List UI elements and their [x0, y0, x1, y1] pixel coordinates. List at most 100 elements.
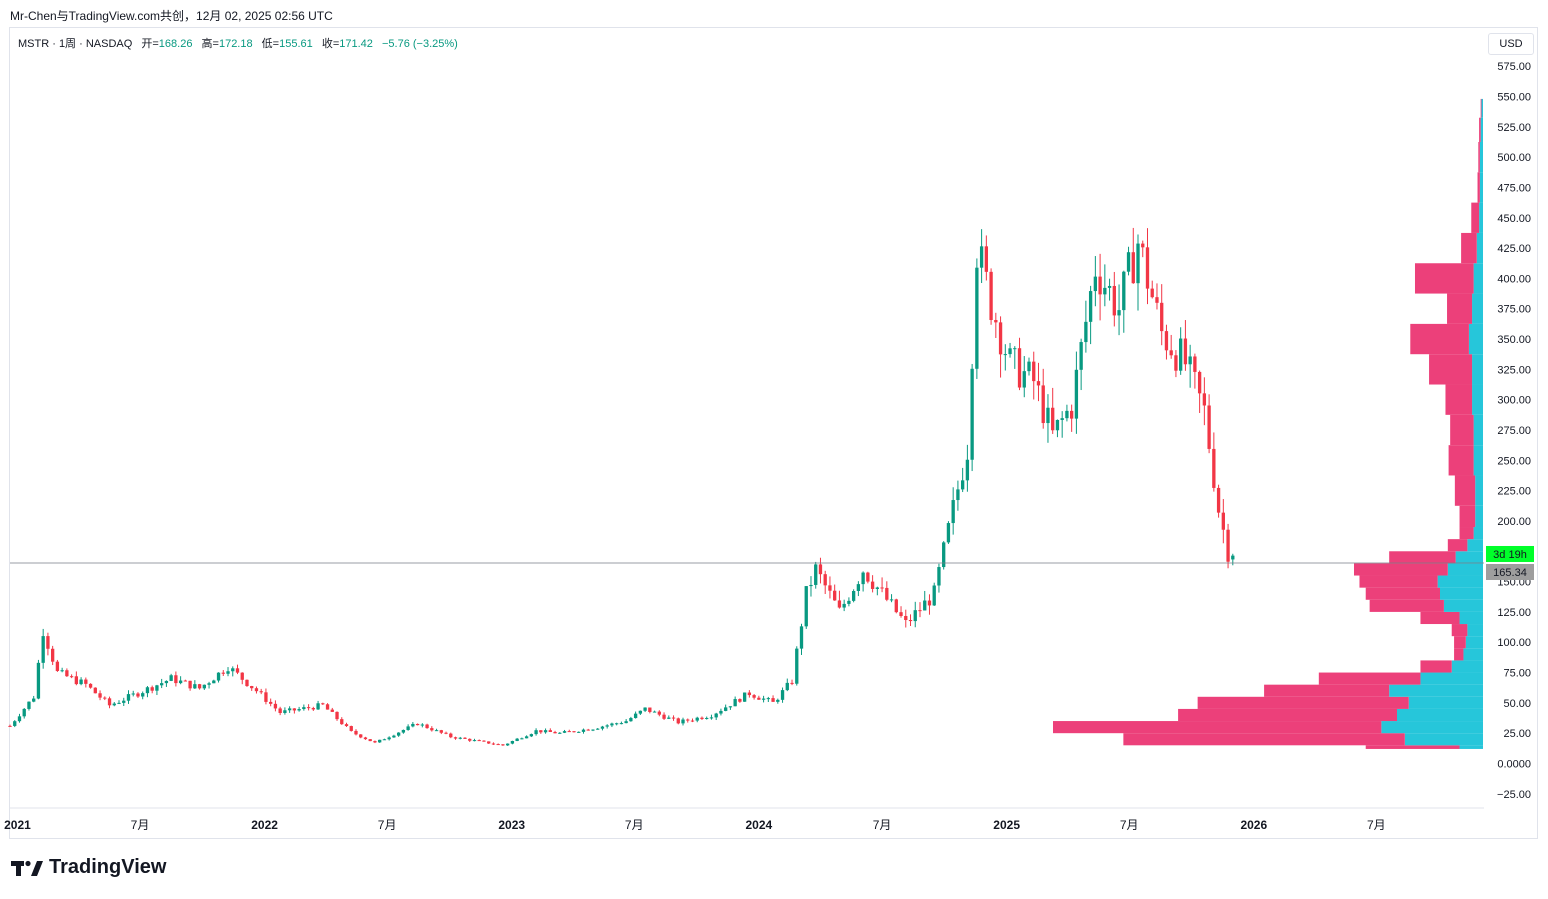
candle-body — [32, 698, 36, 702]
candle-body — [1141, 243, 1145, 248]
candle-body — [411, 723, 415, 727]
candle-body — [354, 730, 358, 735]
volume-profile-up-bar — [1443, 599, 1483, 612]
candle-body — [638, 710, 643, 714]
candle-body — [918, 610, 922, 612]
candle-body — [472, 740, 477, 742]
volume-profile-down-bar — [1420, 660, 1452, 673]
candle-body — [728, 706, 733, 708]
x-tick-label: 7月 — [1120, 818, 1139, 832]
candle-body — [359, 734, 363, 738]
tradingview-logo[interactable]: TradingView — [11, 856, 166, 879]
candle-body — [1008, 348, 1012, 355]
candle-body — [633, 713, 638, 719]
candle-body — [1032, 361, 1036, 382]
candle-body — [1179, 338, 1183, 371]
candle-body — [13, 721, 17, 726]
y-tick-label: −25.00 — [1497, 789, 1531, 801]
candle-body — [624, 721, 628, 724]
candle-body — [1003, 354, 1007, 356]
candle-body — [1188, 356, 1192, 365]
candle-body — [216, 672, 221, 681]
currency-button[interactable]: USD — [1488, 33, 1534, 55]
candle-body — [183, 680, 188, 682]
candle-body — [780, 690, 785, 700]
candle-body — [69, 676, 74, 678]
close-value: 171.42 — [339, 38, 373, 50]
price-badge-bg — [1486, 563, 1534, 580]
candle-body — [420, 724, 424, 726]
candle-body — [1117, 310, 1121, 316]
candle-body — [1079, 342, 1083, 370]
candle-body — [577, 731, 581, 733]
candle-body — [60, 670, 64, 672]
candle-body — [866, 572, 870, 582]
y-tick-label: 300.00 — [1497, 395, 1531, 407]
volume-profile-up-bar — [1472, 293, 1483, 324]
y-tick-label: 325.00 — [1497, 364, 1531, 376]
y-tick-label: 550.00 — [1497, 92, 1531, 104]
volume-profile-down-bar — [1354, 563, 1448, 576]
candle-body — [970, 368, 974, 460]
candle-body — [1169, 350, 1173, 356]
candle-body — [700, 717, 704, 719]
candle-body — [50, 648, 55, 662]
candle-body — [629, 718, 633, 722]
candle-body — [1212, 448, 1216, 488]
candle-body — [1022, 371, 1026, 388]
candle-body — [1112, 285, 1116, 316]
candle-body — [562, 731, 567, 733]
symbol-label[interactable]: MSTR · 1周 · NASDAQ — [18, 38, 133, 50]
y-tick-label: 400.00 — [1497, 273, 1531, 285]
candle-body — [795, 648, 799, 684]
volume-profile-up-bar — [1463, 648, 1483, 661]
candle-body — [207, 683, 211, 685]
candle-body — [600, 726, 605, 729]
candle-body — [543, 730, 548, 733]
price-chart[interactable]: −25.00 0.0000 25.00 50.00 75.00 100.00 125.00 1… — [0, 0, 1548, 845]
candle-body — [1036, 381, 1041, 386]
candle-body — [1164, 331, 1169, 351]
volume-profile-up-bar — [1455, 551, 1483, 564]
change-value: −5.76 (−3.25%) — [381, 38, 458, 50]
candle-body — [908, 620, 913, 622]
candle-body — [619, 723, 624, 725]
candle-body — [1216, 487, 1221, 513]
x-tick-label: 2025 — [993, 818, 1020, 832]
volume-profile-up-bar — [1381, 721, 1483, 734]
candle-body — [46, 636, 50, 649]
candle-body — [1098, 276, 1102, 295]
candle-body — [292, 708, 297, 711]
ohlc-legend: MSTR · 1周 · NASDAQ 开=168.26 高=172.18 低=1… — [18, 35, 458, 51]
candle-body — [828, 585, 832, 591]
candle-body — [74, 676, 79, 685]
price-axis: −25.000.000025.0050.0075.00100.00125.001… — [1497, 61, 1531, 801]
volume-profile-up-bar — [1472, 384, 1483, 415]
y-tick-label: 75.00 — [1503, 668, 1531, 680]
y-tick-label: 350.00 — [1497, 334, 1531, 346]
candle-body — [458, 737, 462, 739]
volume-profile-up-bar — [1468, 323, 1483, 355]
volume-profile-down-bar — [1471, 202, 1480, 233]
candle-body — [264, 692, 268, 702]
volume-profile-down-bar — [1178, 708, 1397, 722]
candle-body — [1074, 369, 1079, 419]
candle-body — [875, 587, 879, 589]
candle-body — [766, 698, 770, 700]
candle-body — [1183, 338, 1188, 365]
candle-body — [444, 732, 448, 734]
candle-body — [382, 739, 387, 741]
candle-body — [695, 717, 699, 721]
volume-profile-up-bar — [1472, 354, 1483, 385]
candle-body — [833, 590, 837, 601]
volume-profile-down-bar — [1365, 587, 1440, 600]
candle-body — [581, 729, 586, 732]
candle-body — [117, 702, 121, 704]
candle-body — [1150, 288, 1154, 298]
candle-body — [904, 615, 908, 621]
candle-body — [482, 740, 486, 742]
volume-profile-down-bar — [1318, 672, 1421, 685]
candle-body — [899, 612, 903, 616]
candle-body — [1145, 247, 1150, 289]
tradingview-logo-icon — [11, 860, 43, 876]
